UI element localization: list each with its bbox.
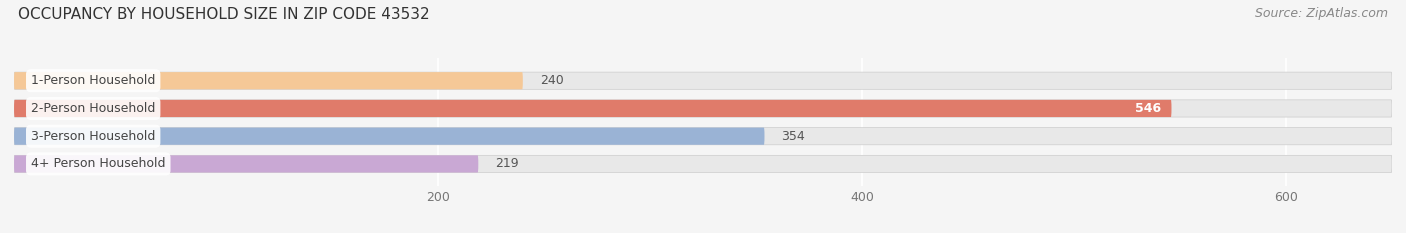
FancyBboxPatch shape: [14, 155, 478, 172]
Text: 1-Person Household: 1-Person Household: [31, 74, 156, 87]
Text: 354: 354: [782, 130, 806, 143]
FancyBboxPatch shape: [14, 100, 1171, 117]
Text: 219: 219: [495, 158, 519, 170]
FancyBboxPatch shape: [14, 72, 1392, 89]
Text: 546: 546: [1135, 102, 1161, 115]
Text: 3-Person Household: 3-Person Household: [31, 130, 156, 143]
FancyBboxPatch shape: [14, 100, 1392, 117]
Text: Source: ZipAtlas.com: Source: ZipAtlas.com: [1254, 7, 1388, 20]
FancyBboxPatch shape: [14, 155, 1392, 172]
Text: 4+ Person Household: 4+ Person Household: [31, 158, 166, 170]
Text: OCCUPANCY BY HOUSEHOLD SIZE IN ZIP CODE 43532: OCCUPANCY BY HOUSEHOLD SIZE IN ZIP CODE …: [18, 7, 430, 22]
Text: 240: 240: [540, 74, 564, 87]
FancyBboxPatch shape: [14, 128, 1392, 145]
Text: 2-Person Household: 2-Person Household: [31, 102, 156, 115]
FancyBboxPatch shape: [14, 72, 523, 89]
FancyBboxPatch shape: [14, 128, 765, 145]
